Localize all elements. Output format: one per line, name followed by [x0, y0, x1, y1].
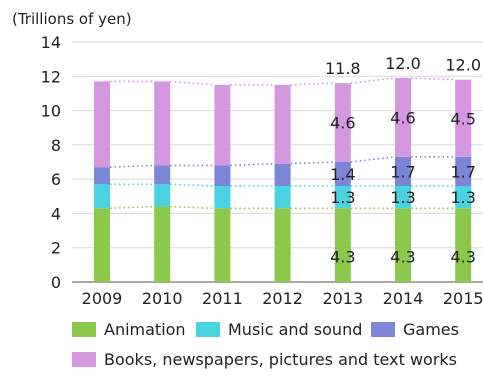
segment-label: 4.5 [450, 109, 475, 128]
bar-segment [214, 208, 231, 282]
bar-segment [214, 186, 231, 209]
x-tick-label: 2013 [322, 289, 363, 308]
y-tick-label: 2 [51, 239, 61, 258]
total-label: 12.0 [385, 54, 421, 73]
y-tick-label: 12 [41, 67, 61, 86]
bar-segment [274, 84, 291, 164]
bar-segment [154, 165, 171, 185]
bar-segment [455, 156, 472, 186]
segment-label: 1.7 [390, 162, 415, 181]
bar-segment [334, 208, 351, 282]
connector-line [230, 162, 275, 167]
connector-line [109, 164, 155, 168]
segment-label: 1.3 [390, 188, 415, 207]
connector-line [290, 82, 335, 86]
connector-line [170, 183, 215, 187]
segment-label: 1.3 [450, 188, 475, 207]
bar-layer [94, 78, 472, 282]
connector-line [290, 161, 335, 165]
x-tick-labels: 2009 2010 2011 2012 2013 2014 2015 [82, 289, 483, 308]
segment-label: 4.6 [390, 108, 415, 127]
data-labels: 4.3 4.3 4.3 1.3 1.3 1.3 1.4 1.7 1.7 4.6 4.6 4.5 11.8… [325, 54, 481, 266]
segment-label: 4.3 [390, 247, 415, 266]
y-tick-labels: 0 2 4 6 8 10 12 14 [41, 33, 61, 292]
bar-segment [455, 186, 472, 209]
connector-line [109, 205, 155, 210]
y-unit-label: (Trillions of yen) [12, 10, 132, 28]
x-tick-label: 2014 [383, 289, 424, 308]
bar-segment [274, 186, 291, 209]
bar-segment [154, 206, 171, 282]
bar-segment [395, 78, 411, 157]
connector-line [410, 77, 456, 81]
bar-segment [274, 163, 291, 186]
bar-segment [94, 167, 110, 185]
y-tick-label: 0 [51, 273, 61, 292]
bar-segment [154, 81, 171, 166]
connector-line [350, 77, 396, 84]
bar-segment [214, 84, 231, 166]
y-tick-label: 14 [41, 33, 61, 52]
x-tick-label: 2011 [202, 289, 243, 308]
total-label: 11.8 [325, 59, 361, 78]
total-label: 12.0 [445, 56, 481, 75]
bar-segment [154, 184, 171, 207]
bar-segment [455, 79, 472, 157]
y-tick-label: 4 [51, 204, 61, 223]
bar-segment [395, 186, 411, 209]
y-tick-label: 6 [51, 170, 61, 189]
bar-segment [94, 81, 110, 168]
x-tick-label: 2012 [262, 289, 303, 308]
x-tick-label: 2009 [82, 289, 123, 308]
connector-line [350, 156, 396, 163]
x-tick-label: 2015 [443, 289, 483, 308]
segment-label: 1.3 [330, 188, 355, 207]
connector-lines [109, 77, 456, 210]
x-tick-label: 2010 [142, 289, 183, 308]
bar-segment [94, 208, 110, 282]
y-tick-label: 10 [41, 102, 61, 121]
bar-segment [334, 186, 351, 209]
y-tick-label: 8 [51, 136, 61, 155]
segment-label: 1.7 [450, 162, 475, 181]
connector-line [170, 205, 215, 210]
bar-segment [214, 165, 231, 186]
bar-segment [334, 162, 351, 186]
connector-line [170, 80, 215, 86]
segment-label: 1.4 [330, 165, 355, 184]
segment-label: 4.3 [330, 247, 355, 266]
bar-segment [274, 208, 291, 282]
bar-segment [395, 156, 411, 186]
segment-label: 4.3 [450, 247, 475, 266]
bar-segment [395, 208, 411, 282]
bar-segment [455, 208, 472, 282]
segment-label: 4.6 [330, 114, 355, 133]
bar-segment [334, 83, 351, 162]
bar-segment [94, 184, 110, 209]
